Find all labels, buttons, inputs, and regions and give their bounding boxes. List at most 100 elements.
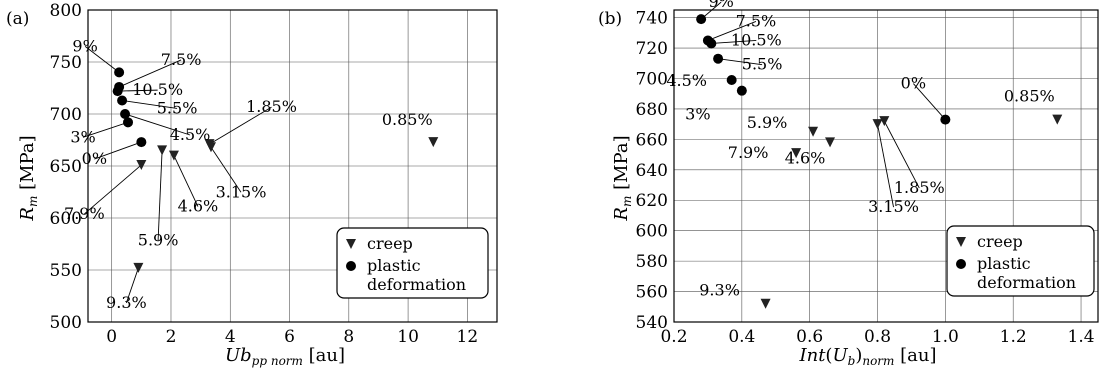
- panel-b-point-label: 3.15%: [868, 197, 919, 216]
- panel-a-annotation-leader: [118, 59, 182, 88]
- panel-b-x-tick-label: 0.6: [796, 327, 823, 347]
- panel-b-point-label: 4.5%: [666, 71, 707, 90]
- panel-a-plastic-point: [136, 137, 147, 148]
- panel-b-annotation-leader: [707, 21, 757, 41]
- panel-a-point-label: 1.85%: [246, 97, 297, 116]
- panel-a-point-label: 9%: [72, 36, 97, 55]
- panel-b-point-label: 5.5%: [742, 55, 783, 74]
- panel-a-creep-point: [133, 262, 144, 273]
- panel-a-ylabel: Rm [MPa]: [17, 135, 40, 221]
- panel-a-annotation-leader: [209, 106, 272, 145]
- panel-b-plastic-point: [696, 14, 707, 25]
- panel-b-legend: [946, 225, 1095, 297]
- panel-b-annotation-leader: [711, 40, 757, 44]
- panel-a-plastic-point: [117, 95, 128, 106]
- panel-a-y-tick-label: 500: [50, 313, 82, 333]
- panel-a-plastic-point: [114, 81, 125, 92]
- panel-b-creep-point: [872, 119, 883, 130]
- panel-b-y-tick-label: 720: [636, 39, 668, 59]
- panel-b-point-label: 0.85%: [1004, 87, 1055, 106]
- panel-a-annotation-leader: [84, 46, 120, 73]
- panel-b-frame: [673, 9, 1099, 323]
- panel-a-x-tick-label: 0: [106, 327, 117, 347]
- panel-b-point-label: 1.85%: [894, 178, 945, 197]
- panel-a-creep-point: [157, 145, 168, 156]
- panel-a-annotation-leader: [82, 121, 129, 138]
- panel-b-xlabel: Int(Ub)norm [au]: [798, 345, 936, 368]
- panel-a-creep-point: [205, 142, 216, 153]
- panel-a-x-tick-label: 12: [457, 327, 479, 347]
- panel-b-legend-creep-label: creep: [977, 232, 1023, 251]
- panel-a-x-tick-label: 10: [397, 327, 419, 347]
- panel-b-x-tick-label: 0.2: [660, 327, 687, 347]
- panel-b-creep-point: [808, 126, 819, 137]
- panel-a-legend-creep-marker: [346, 239, 356, 249]
- panel-a-point-label: 3.15%: [216, 182, 267, 201]
- panel-b-point-label: 9.3%: [699, 281, 740, 300]
- panel-a-point-label: 0%: [82, 149, 107, 168]
- panel-b-creep-point: [1052, 114, 1063, 125]
- panel-a-x-tick-label: 6: [284, 327, 295, 347]
- panel-a-y-tick-label: 750: [50, 53, 82, 73]
- panel-a-legend-creep-label: creep: [367, 234, 413, 253]
- panel-a-point-label: 10.5%: [132, 80, 183, 99]
- panel-b-point-label: 4.6%: [785, 148, 826, 167]
- panel-a-point-label: 5.5%: [157, 98, 198, 117]
- panel-b-y-tick-label: 680: [636, 100, 668, 120]
- panel-a-plastic-point: [123, 117, 134, 128]
- panel-a-y-tick-label: 650: [50, 157, 82, 177]
- panel-b-plastic-point: [940, 114, 951, 125]
- panel-b-point-label: 7.9%: [728, 143, 769, 162]
- panel-b-y-tick-label: 560: [636, 283, 668, 303]
- panel-a-plastic-point: [120, 109, 131, 119]
- panel-b-y-tick-label: 620: [636, 191, 668, 211]
- panel-a-legend-plastic-marker: [346, 261, 356, 271]
- panel-b-plastic-point: [702, 35, 713, 46]
- panel-a-annotation-leader: [125, 267, 139, 304]
- panel-a-point-label: 4.6%: [178, 197, 219, 216]
- panel-a-y-tick-label: 700: [50, 105, 82, 125]
- panel-b-annotation-leader: [883, 120, 920, 189]
- panel-a-legend-plastic-label-line2: deformation: [367, 275, 466, 294]
- panel-a-annotation-leader: [117, 89, 158, 92]
- panel-a-y-tick-label: 600: [50, 209, 82, 229]
- panel-b-x-tick-label: 0.8: [864, 327, 891, 347]
- panel-a-annotation-leader: [173, 155, 199, 207]
- panel-b-x-tick-label: 1.2: [1000, 327, 1027, 347]
- panel-b-annotation-leader: [877, 124, 894, 208]
- panel-a-y-tick-label: 550: [50, 261, 82, 281]
- panel-a-point-label: 9.3%: [106, 293, 147, 312]
- panel-a-x-tick-label: 4: [225, 327, 236, 347]
- panel-a-point-label: 5.9%: [138, 230, 179, 249]
- panel-b-y-tick-label: 740: [636, 9, 668, 29]
- panel-a-annotation-leader: [210, 147, 242, 193]
- panel-b-plastic-point: [726, 75, 737, 86]
- panel-a-creep-point: [136, 159, 147, 170]
- panel-b-annotation-leader: [913, 83, 946, 120]
- panel-b-plastic-point: [736, 85, 747, 96]
- panel-b-y-tick-label: 540: [636, 313, 668, 333]
- panel-b-legend-plastic-label: plastic: [977, 254, 1031, 273]
- panel-b-y-tick-label: 600: [636, 222, 668, 242]
- panel-b-legend-plastic-label-line2: deformation: [977, 273, 1076, 292]
- panel-a-point-label: 0.85%: [382, 110, 433, 129]
- panel-a-legend-plastic-label: plastic: [367, 256, 421, 275]
- panel-b-creep-point: [879, 116, 890, 127]
- panel-b-x-tick-label: 1.4: [1068, 327, 1095, 347]
- panel-b-x-tick-label: 1.0: [932, 327, 959, 347]
- panel-a-label: (a): [6, 9, 29, 29]
- panel-a-frame: [87, 9, 498, 323]
- panel-a-plastic-point: [114, 67, 125, 78]
- panel-a-creep-point: [428, 137, 439, 148]
- panel-a-legend: [336, 227, 489, 299]
- panel-b-point-label: 9%: [708, 0, 733, 11]
- panel-a-annotation-leader: [124, 113, 191, 136]
- panel-b-label: (b): [598, 9, 622, 29]
- panel-b-point-label: 10.5%: [731, 30, 782, 49]
- panel-a-annotation-leader: [122, 100, 178, 109]
- panel-b-y-tick-label: 660: [636, 130, 668, 150]
- panel-b-ylabel: Rm [MPa]: [611, 135, 634, 221]
- panel-a-x-tick-label: 2: [166, 327, 177, 347]
- panel-a-y-tick-label: 800: [50, 1, 82, 21]
